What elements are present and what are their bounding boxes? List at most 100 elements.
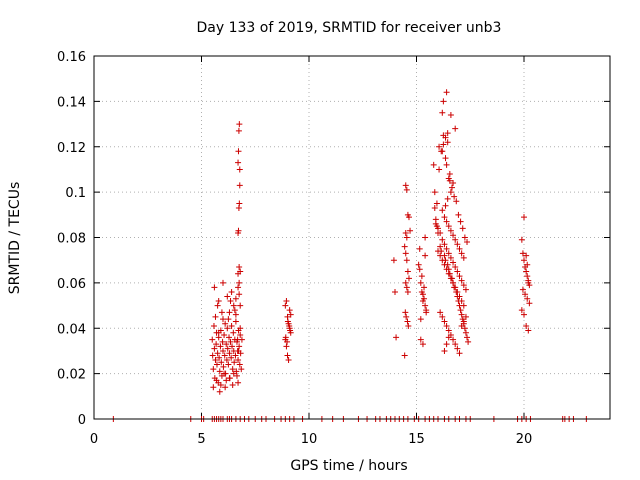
data-point bbox=[421, 284, 428, 291]
data-point bbox=[456, 293, 463, 300]
data-point bbox=[226, 334, 233, 341]
data-point bbox=[390, 257, 397, 264]
data-point bbox=[417, 279, 424, 286]
data-point bbox=[419, 341, 426, 348]
data-point bbox=[220, 316, 226, 323]
data-point bbox=[232, 311, 239, 318]
data-point bbox=[405, 214, 412, 221]
data-point bbox=[521, 214, 527, 221]
data-point bbox=[403, 284, 410, 291]
data-point bbox=[457, 218, 464, 225]
data-point bbox=[462, 286, 469, 293]
data-point bbox=[405, 275, 412, 282]
data-point bbox=[430, 161, 437, 168]
data-point bbox=[523, 268, 530, 275]
data-point bbox=[210, 366, 217, 373]
data-point bbox=[464, 239, 471, 246]
data-point bbox=[444, 139, 451, 146]
data-point bbox=[221, 352, 228, 359]
data-point bbox=[441, 214, 448, 221]
data-point bbox=[445, 327, 452, 334]
data-point bbox=[211, 345, 218, 352]
data-point bbox=[229, 366, 236, 373]
data-point bbox=[209, 352, 216, 359]
y-tick-label: 0.08 bbox=[57, 232, 86, 247]
data-point bbox=[436, 166, 443, 173]
data-point bbox=[287, 311, 294, 318]
data-point bbox=[236, 182, 243, 189]
data-point bbox=[452, 125, 459, 132]
data-point bbox=[402, 229, 409, 236]
data-point bbox=[439, 257, 446, 264]
data-point bbox=[392, 288, 398, 295]
data-point bbox=[443, 161, 450, 168]
data-point bbox=[227, 338, 234, 345]
data-point bbox=[217, 343, 224, 350]
data-point bbox=[220, 279, 226, 286]
data-point bbox=[423, 307, 430, 314]
data-point bbox=[236, 361, 243, 368]
x-tick-label: 0 bbox=[90, 432, 98, 447]
data-point bbox=[439, 313, 446, 320]
data-point bbox=[445, 175, 452, 182]
data-point bbox=[403, 234, 410, 241]
data-point bbox=[226, 309, 233, 316]
data-point bbox=[422, 234, 429, 241]
data-point bbox=[461, 234, 468, 241]
data-point bbox=[401, 243, 408, 250]
y-tick-label: 0.02 bbox=[57, 368, 86, 383]
data-point bbox=[230, 329, 237, 336]
data-point bbox=[405, 322, 412, 329]
y-tick-label: 0 bbox=[78, 413, 86, 428]
data-point bbox=[432, 220, 439, 227]
data-point bbox=[525, 327, 532, 334]
data-point bbox=[442, 202, 449, 209]
data-point bbox=[211, 284, 218, 291]
data-point bbox=[236, 343, 243, 350]
data-point bbox=[441, 318, 448, 325]
data-point bbox=[220, 363, 227, 370]
data-point bbox=[443, 341, 450, 348]
data-point bbox=[235, 357, 242, 364]
data-point bbox=[439, 148, 446, 155]
data-point bbox=[407, 227, 414, 234]
data-point bbox=[525, 279, 532, 286]
data-point bbox=[403, 257, 410, 264]
data-point bbox=[523, 322, 530, 329]
data-point bbox=[216, 388, 223, 395]
data-point bbox=[444, 130, 451, 137]
data-point bbox=[458, 277, 465, 284]
data-point bbox=[437, 243, 444, 250]
data-point bbox=[422, 252, 429, 259]
y-tick-label: 0.16 bbox=[57, 50, 86, 65]
data-point bbox=[443, 245, 450, 252]
data-point bbox=[221, 370, 228, 377]
data-point bbox=[445, 270, 452, 277]
data-point bbox=[282, 302, 289, 309]
data-point bbox=[224, 345, 231, 352]
x-tick-label: 10 bbox=[301, 432, 318, 447]
data-point bbox=[419, 291, 426, 298]
data-point bbox=[393, 334, 400, 341]
data-point bbox=[402, 309, 409, 316]
data-point bbox=[403, 186, 410, 193]
data-point bbox=[447, 189, 454, 196]
data-point bbox=[217, 381, 224, 388]
data-point bbox=[450, 259, 457, 266]
data-point bbox=[227, 298, 234, 305]
data-point bbox=[442, 134, 449, 141]
data-point bbox=[218, 359, 225, 366]
data-point bbox=[231, 307, 238, 314]
data-point bbox=[524, 261, 531, 268]
data-point bbox=[230, 302, 237, 309]
data-point bbox=[443, 322, 450, 329]
data-point bbox=[416, 266, 423, 273]
data-point bbox=[219, 338, 226, 345]
data-point bbox=[450, 232, 457, 239]
data-point bbox=[234, 336, 241, 343]
data-point bbox=[213, 341, 220, 348]
y-tick-label: 0.14 bbox=[57, 95, 86, 110]
data-point bbox=[225, 361, 232, 368]
data-point bbox=[235, 227, 242, 234]
data-point bbox=[458, 250, 465, 257]
